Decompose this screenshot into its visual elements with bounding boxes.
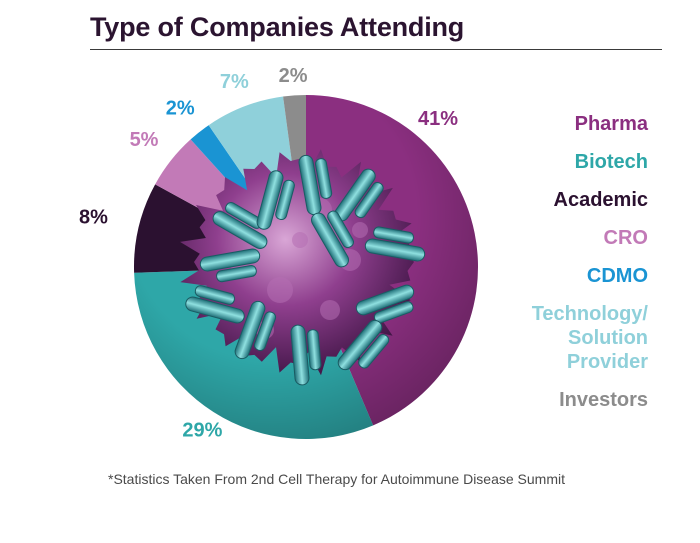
legend-label: CRO: [603, 227, 648, 249]
slice-value-labels: 41% 29% 8% 5% 2% 7% 2%: [79, 65, 458, 442]
legend-item-academic: Academic: [460, 188, 649, 212]
legend-item-biotech: Biotech: [460, 150, 648, 174]
slice-label-cro: 5%: [130, 129, 159, 151]
slice-label-academic: 8%: [79, 206, 108, 228]
legend-item-cro: CRO: [460, 226, 648, 250]
legend-label: Biotech: [574, 151, 648, 173]
antibody-shape: [234, 300, 277, 360]
antibody-shape: [185, 285, 245, 324]
legend-item-technology: Technology/Solution Provider: [460, 302, 648, 374]
legend-item-investors: Investors: [460, 388, 648, 412]
antibody-shape: [364, 226, 426, 262]
footnote: *Statistics Taken From 2nd Cell Therapy …: [108, 471, 566, 487]
slice-label-technology: 7%: [220, 71, 249, 93]
antibody-shape: [337, 319, 390, 371]
legend-item-pharma: Pharma: [460, 112, 648, 136]
antibody-shape: [199, 248, 261, 283]
cell-illustration: [180, 149, 426, 386]
legend-label: Pharma: [574, 113, 648, 135]
legend-label: CDMO: [586, 265, 648, 287]
legend-label: Academic: [553, 189, 649, 211]
antibody-shape: [256, 170, 295, 230]
slice-label-biotech: 29%: [182, 419, 222, 441]
legend-label: Technology/: [531, 303, 648, 325]
slice-label-cdmo: 2%: [166, 98, 195, 120]
antibody-shape: [355, 284, 415, 324]
slice-label-investors: 2%: [279, 65, 308, 87]
antibody-shape: [311, 210, 354, 268]
antibody-shape: [290, 324, 322, 386]
chart-title: Type of Companies Attending: [90, 12, 465, 42]
legend-label: Solution: [568, 327, 648, 349]
legend-label: Investors: [559, 389, 648, 411]
legend-label: Provider: [566, 351, 648, 373]
slice-label-pharma: 41%: [418, 108, 458, 130]
legend: Pharma Biotech Academic CRO CDMO Technology/S…: [460, 112, 648, 426]
legend-item-cdmo: CDMO: [460, 264, 648, 288]
title-divider: [90, 49, 662, 50]
